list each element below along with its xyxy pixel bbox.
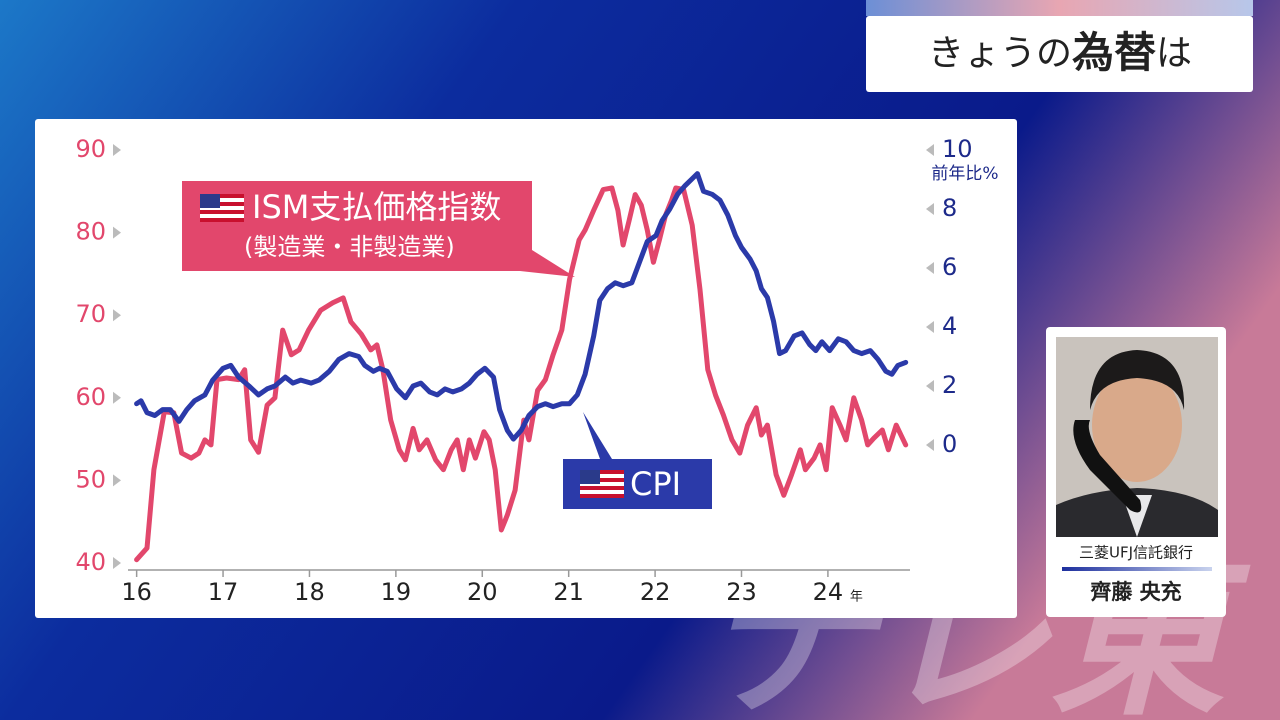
y-tick-label: 40 bbox=[75, 548, 106, 576]
y2-tick-mark bbox=[926, 321, 934, 333]
x-tick-label: 23 bbox=[726, 578, 757, 606]
y2-tick-mark bbox=[926, 203, 934, 215]
y2-tick-label: 4 bbox=[942, 312, 957, 340]
y-tick-mark bbox=[113, 226, 121, 239]
y-tick-mark bbox=[113, 474, 121, 487]
x-tick-label: 20 bbox=[467, 578, 498, 606]
x-axis-label: 年 bbox=[850, 590, 863, 605]
y2-tick-label: 8 bbox=[942, 194, 957, 222]
x-tick-label: 21 bbox=[553, 578, 584, 606]
y2-tick-label: 0 bbox=[942, 430, 957, 458]
caller-name: 齊藤 央充 bbox=[1089, 580, 1181, 604]
y2-tick-label: 10 bbox=[942, 135, 973, 163]
y2-tick-label: 6 bbox=[942, 253, 957, 281]
y-tick-label: 90 bbox=[75, 135, 106, 163]
y2-axis-label: 前年比% bbox=[931, 164, 998, 184]
y-tick-mark bbox=[113, 144, 121, 156]
header-title-part: きょうの bbox=[928, 33, 1072, 74]
y2-tick-mark bbox=[926, 439, 934, 451]
x-tick-label: 24 bbox=[813, 578, 844, 606]
x-tick-label: 17 bbox=[208, 578, 239, 606]
series-line bbox=[134, 171, 909, 442]
cpi-label: CPI bbox=[630, 465, 681, 503]
x-tick-label: 19 bbox=[381, 578, 412, 606]
photo-hair bbox=[1090, 350, 1185, 410]
header-box bbox=[866, 16, 1253, 92]
caller-underline bbox=[1062, 567, 1212, 571]
caller-photo bbox=[1056, 337, 1218, 537]
series-line bbox=[134, 185, 909, 563]
y2-tick-mark bbox=[926, 380, 934, 392]
us-flag bbox=[580, 470, 624, 498]
x-tick-label: 22 bbox=[640, 578, 671, 606]
us-flag bbox=[200, 194, 244, 222]
y-tick-mark bbox=[113, 557, 121, 569]
photo-phone bbox=[1073, 420, 1142, 513]
caller-company: 三菱UFJ信託銀行 bbox=[1079, 544, 1193, 562]
y-tick-mark bbox=[113, 391, 121, 404]
photo-face bbox=[1092, 368, 1182, 482]
x-tick-label: 16 bbox=[121, 578, 152, 606]
y-tick-label: 70 bbox=[75, 300, 106, 328]
ism-callout bbox=[182, 181, 575, 277]
header-title-part: は bbox=[1156, 33, 1192, 74]
header-title: きょうの為替は bbox=[928, 28, 1192, 77]
ism-label: ISM支払価格指数 bbox=[252, 188, 501, 226]
header-title-part: 為替 bbox=[1072, 28, 1156, 77]
y-tick-mark bbox=[113, 309, 121, 322]
y2-tick-label: 2 bbox=[942, 371, 957, 399]
y-tick-label: 60 bbox=[75, 383, 106, 411]
y2-tick-mark bbox=[926, 262, 934, 274]
header-strip bbox=[866, 0, 1253, 16]
ism-note: (製造業・非製造業) bbox=[244, 233, 455, 261]
y2-tick-mark bbox=[926, 144, 934, 156]
x-tick-label: 18 bbox=[294, 578, 325, 606]
y-tick-label: 80 bbox=[75, 218, 106, 246]
y-tick-label: 50 bbox=[75, 465, 106, 493]
